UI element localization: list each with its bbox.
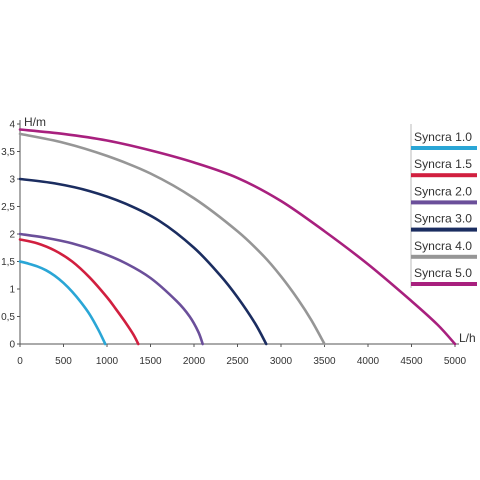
legend-swatch bbox=[411, 254, 477, 259]
series-line-1 bbox=[18, 260, 107, 346]
x-tick-label: 0 bbox=[17, 356, 23, 367]
series-line-2 bbox=[18, 238, 140, 346]
legend-label: Syncra 1.0 bbox=[414, 130, 472, 144]
x-tick-label: 3500 bbox=[313, 356, 336, 367]
y-tick-label: 2,5 bbox=[1, 202, 15, 213]
y-tick-label: 3 bbox=[9, 175, 15, 186]
tick-labels: 0 500 1000 1500 2000 2500 3000 3500 4000 4500 5000… bbox=[1, 120, 466, 368]
y-tick-label: 1 bbox=[9, 285, 15, 296]
y-tick-label: 1,5 bbox=[1, 257, 15, 268]
x-tick-label: 2500 bbox=[226, 356, 249, 367]
y-tick-label: 2 bbox=[9, 230, 15, 241]
series-line-3 bbox=[18, 232, 204, 346]
legend: Syncra 1.0 Syncra 1.5 Syncra 2.0 Syncra 3.0… bbox=[410, 124, 477, 288]
x-tick-label: 4000 bbox=[357, 356, 380, 367]
legend-label: Syncra 2.0 bbox=[414, 184, 472, 198]
legend-label: Syncra 1.5 bbox=[414, 157, 472, 171]
legend-swatch bbox=[411, 146, 477, 150]
legend-label: Syncra 4.0 bbox=[414, 239, 472, 253]
legend-label: Syncra 5.0 bbox=[414, 266, 472, 280]
y-tick-label: 4 bbox=[9, 120, 15, 131]
y-tick-label: 0,5 bbox=[1, 312, 15, 323]
legend-swatch bbox=[411, 282, 477, 286]
legend-swatch bbox=[411, 227, 477, 232]
y-axis-label: H/m bbox=[24, 115, 46, 129]
axes bbox=[19, 120, 459, 345]
series-line-5 bbox=[18, 132, 326, 346]
x-axis-label: L/h bbox=[459, 331, 476, 345]
series-curves bbox=[18, 128, 457, 346]
legend-label: Syncra 3.0 bbox=[414, 212, 472, 226]
x-tick-label: 4500 bbox=[400, 356, 423, 367]
x-tick-label: 500 bbox=[55, 356, 72, 367]
y-tick-label: 3,5 bbox=[1, 147, 15, 158]
x-tick-label: 5000 bbox=[444, 356, 467, 367]
x-tick-label: 3000 bbox=[270, 356, 293, 367]
y-tick-label: 0 bbox=[9, 340, 15, 351]
x-tick-label: 2000 bbox=[183, 356, 206, 367]
x-tick-label: 1000 bbox=[96, 356, 119, 367]
legend-swatch bbox=[411, 200, 477, 205]
series-line-4 bbox=[18, 177, 268, 346]
series-line-6 bbox=[18, 128, 457, 346]
legend-swatch bbox=[411, 173, 477, 178]
x-tick-label: 1500 bbox=[139, 356, 162, 367]
